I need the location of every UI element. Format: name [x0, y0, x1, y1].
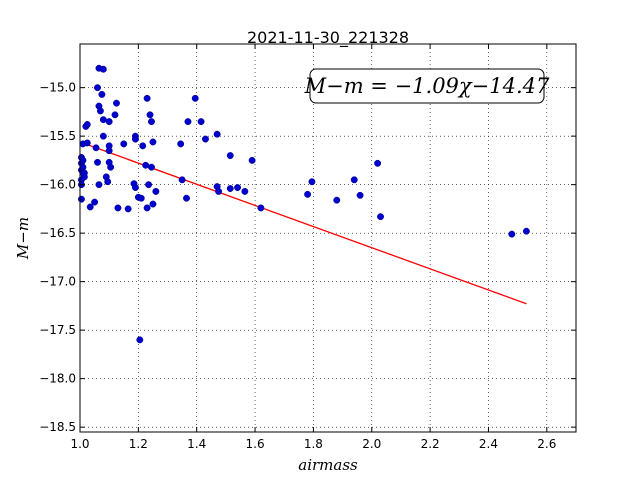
- data-point: [148, 163, 155, 171]
- x-tick-label: 2.6: [537, 437, 556, 451]
- data-point: [377, 213, 384, 221]
- data-point: [213, 130, 221, 138]
- data-point: [356, 191, 364, 199]
- data-point: [184, 118, 192, 126]
- data-point: [104, 178, 112, 186]
- y-tick-label: −17.5: [39, 323, 76, 337]
- y-tick-label: −15.5: [39, 129, 76, 143]
- data-point: [92, 144, 100, 152]
- data-point: [83, 139, 91, 147]
- data-point: [148, 118, 155, 126]
- x-tick-label: 1.2: [129, 437, 148, 451]
- data-point: [105, 147, 113, 155]
- data-point: [178, 176, 186, 184]
- data-point: [137, 194, 145, 202]
- data-point: [226, 185, 234, 192]
- data-point: [149, 200, 157, 208]
- data-point: [191, 94, 199, 102]
- data-point: [107, 163, 115, 171]
- data-point: [99, 116, 107, 124]
- data-point: [143, 204, 151, 212]
- x-tick-label: 1.0: [70, 437, 89, 451]
- annotation-box: [309, 68, 545, 104]
- chart-title: 2021-11-30_221328: [247, 28, 409, 48]
- y-tick-label: −17.0: [39, 275, 76, 289]
- data-point: [145, 181, 153, 189]
- data-point: [98, 90, 106, 98]
- data-point: [96, 107, 104, 115]
- data-point: [124, 205, 132, 213]
- data-point: [131, 135, 139, 143]
- data-point: [79, 163, 87, 171]
- data-point: [522, 227, 530, 235]
- y-tick-label: −15.0: [39, 81, 76, 95]
- y-tick-label: −16.5: [39, 226, 76, 240]
- data-point: [234, 184, 242, 192]
- data-point: [99, 65, 107, 73]
- data-point: [183, 194, 190, 202]
- data-point: [79, 156, 87, 164]
- data-point: [304, 190, 312, 198]
- x-tick-labels: 1.0 1.2 1.4 1.6 1.8 2.0 2.2 2.4 2.6: [70, 437, 556, 451]
- data-point: [95, 181, 103, 189]
- data-point: [143, 94, 151, 102]
- data-point: [111, 111, 119, 119]
- data-point: [94, 158, 101, 166]
- data-point: [136, 336, 144, 344]
- data-point: [257, 204, 265, 212]
- data-point: [177, 140, 185, 148]
- x-tick-label: 2.4: [479, 437, 498, 451]
- x-tick-label: 1.8: [304, 437, 323, 451]
- y-axis-label: M−m: [14, 217, 32, 260]
- data-point: [78, 195, 85, 203]
- data-point: [94, 84, 101, 92]
- data-point: [215, 187, 223, 195]
- data-point: [99, 132, 107, 140]
- data-point: [149, 138, 157, 146]
- x-tick-label: 1.6: [246, 437, 265, 451]
- data-point: [508, 230, 516, 238]
- data-point: [333, 196, 341, 204]
- y-tick-label: −16.0: [39, 178, 76, 192]
- data-point: [308, 178, 316, 186]
- data-point: [105, 118, 113, 126]
- data-point: [248, 156, 256, 164]
- annotation-text: M−m = −1.09χ−14.47: [304, 74, 550, 98]
- data-point: [114, 204, 122, 212]
- x-axis-label: airmass: [298, 456, 358, 474]
- axis-ticks: [79, 44, 576, 432]
- y-tick-label: −18.5: [39, 420, 76, 434]
- data-point: [197, 118, 205, 126]
- data-point: [241, 187, 249, 195]
- plot-frame: [79, 43, 577, 433]
- data-point: [83, 121, 91, 128]
- data-point: [226, 152, 234, 160]
- y-tick-labels: −15.0 −15.5 −16.0 −16.5 −17.0 −17.5 −18.0 −18.5: [39, 81, 76, 434]
- data-point: [146, 111, 154, 119]
- data-point: [86, 203, 94, 211]
- data-point: [113, 99, 120, 107]
- data-point: [131, 184, 139, 192]
- data-point: [80, 173, 88, 181]
- data-point: [374, 159, 382, 167]
- data-point: [120, 140, 128, 148]
- x-tick-label: 1.4: [187, 437, 206, 451]
- x-tick-label: 2.2: [421, 437, 440, 451]
- data-point: [91, 198, 99, 206]
- data-point: [202, 135, 209, 143]
- data-point: [142, 161, 150, 169]
- data-point: [139, 142, 147, 150]
- data-point: [152, 187, 160, 195]
- fit-annotation: M−m = −1.09χ−14.47: [304, 68, 550, 104]
- y-tick-label: −18.0: [39, 372, 76, 386]
- x-tick-label: 2.0: [362, 437, 381, 451]
- data-point: [350, 176, 358, 184]
